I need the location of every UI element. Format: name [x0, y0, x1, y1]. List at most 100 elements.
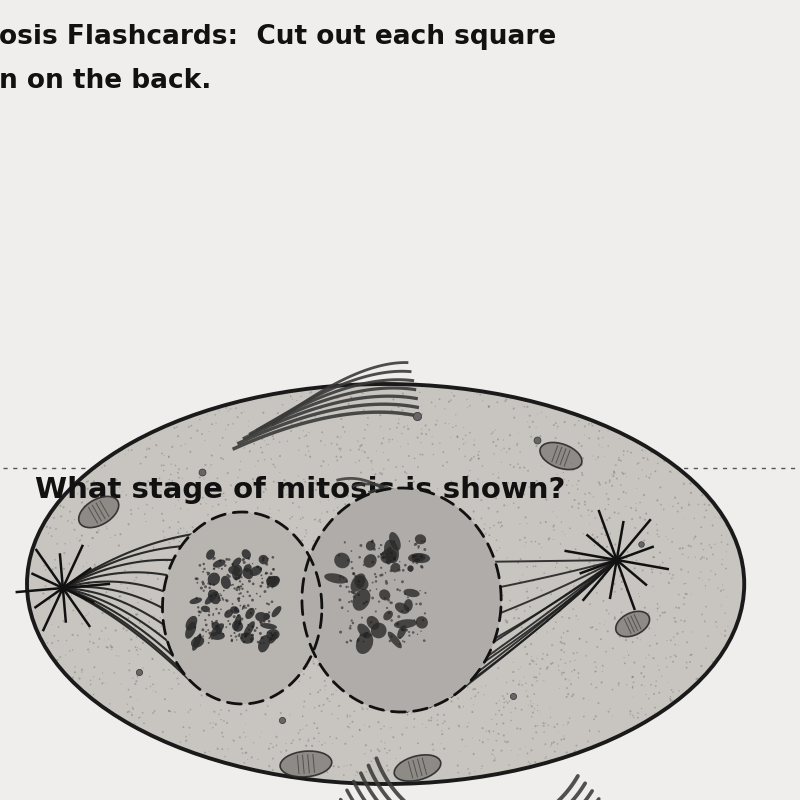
Point: [364, 556, 377, 569]
Point: [334, 450, 347, 463]
Point: [138, 490, 150, 502]
Point: [530, 658, 542, 670]
Point: [52, 621, 65, 634]
Point: [348, 705, 361, 718]
Ellipse shape: [230, 606, 239, 614]
Point: [442, 722, 455, 735]
Point: [134, 490, 146, 503]
Point: [50, 582, 62, 594]
Point: [104, 639, 117, 652]
Point: [346, 654, 359, 667]
Point: [134, 711, 146, 724]
Point: [444, 616, 457, 629]
Point: [374, 466, 386, 479]
Point: [662, 533, 674, 546]
Point: [452, 719, 465, 732]
Point: [66, 629, 79, 642]
Point: [430, 414, 443, 427]
Point: [382, 631, 395, 644]
Point: [420, 694, 433, 707]
Point: [312, 686, 325, 698]
Point: [476, 528, 489, 541]
Point: [516, 569, 529, 582]
Point: [294, 486, 306, 498]
Point: [366, 463, 379, 476]
Point: [682, 566, 694, 578]
Point: [213, 607, 226, 620]
Point: [257, 494, 270, 506]
Point: [341, 636, 354, 649]
Point: [509, 702, 522, 714]
Point: [210, 662, 223, 674]
Ellipse shape: [386, 546, 393, 565]
Point: [356, 620, 369, 633]
Point: [462, 681, 474, 694]
Point: [318, 674, 331, 687]
Point: [202, 606, 215, 618]
Ellipse shape: [394, 755, 441, 781]
Point: [598, 450, 611, 463]
Point: [393, 564, 406, 577]
Point: [638, 514, 651, 526]
Point: [210, 589, 222, 602]
Point: [638, 558, 650, 570]
Point: [153, 472, 166, 485]
Point: [562, 688, 574, 701]
Point: [552, 726, 565, 738]
Point: [601, 514, 614, 526]
Point: [607, 546, 620, 559]
Point: [676, 626, 689, 638]
Point: [529, 756, 542, 769]
Point: [354, 466, 367, 479]
Point: [320, 679, 333, 692]
Point: [630, 614, 643, 627]
Point: [453, 442, 466, 455]
Point: [627, 690, 640, 703]
Point: [402, 450, 415, 462]
Point: [293, 432, 306, 445]
Point: [586, 576, 599, 589]
Point: [194, 559, 206, 572]
Point: [370, 568, 383, 581]
Point: [643, 639, 656, 652]
Point: [245, 638, 258, 651]
Point: [223, 398, 236, 411]
Ellipse shape: [411, 553, 430, 563]
Point: [354, 473, 367, 486]
Point: [672, 639, 685, 652]
Point: [114, 528, 127, 541]
Point: [616, 528, 629, 541]
Point: [522, 415, 534, 428]
Point: [42, 526, 55, 539]
Point: [322, 458, 334, 471]
Point: [232, 679, 245, 692]
Point: [463, 658, 476, 671]
Ellipse shape: [371, 622, 386, 638]
Point: [305, 639, 318, 652]
Point: [433, 596, 446, 609]
Point: [590, 681, 602, 694]
Point: [447, 596, 460, 609]
Point: [642, 692, 655, 705]
Point: [238, 488, 250, 501]
Point: [162, 481, 175, 494]
Point: [476, 722, 489, 734]
Point: [388, 535, 401, 548]
Point: [515, 703, 528, 716]
Point: [403, 629, 416, 642]
Point: [366, 576, 379, 589]
Point: [359, 627, 372, 640]
Point: [696, 551, 709, 564]
Point: [218, 584, 230, 597]
Point: [507, 461, 520, 474]
Point: [50, 538, 63, 550]
Point: [285, 737, 298, 750]
Point: [377, 606, 390, 618]
Point: [475, 646, 488, 658]
Point: [235, 406, 248, 419]
Point: [65, 590, 78, 602]
Point: [529, 560, 542, 573]
Point: [378, 737, 391, 750]
Point: [374, 548, 387, 561]
Point: [343, 662, 356, 674]
